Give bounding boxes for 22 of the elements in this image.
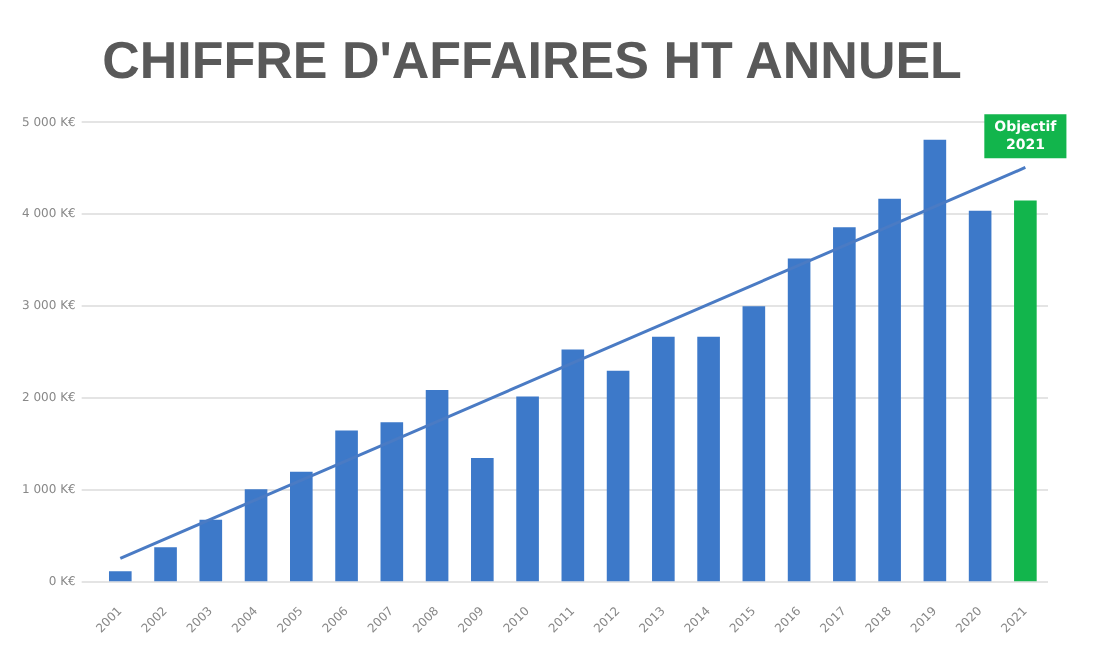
bar bbox=[380, 422, 404, 582]
bar bbox=[471, 458, 494, 582]
bar bbox=[516, 396, 539, 582]
bar bbox=[335, 430, 358, 582]
bar bbox=[108, 571, 132, 582]
bar bbox=[425, 390, 449, 582]
bar bbox=[697, 336, 720, 582]
bar bbox=[833, 227, 856, 582]
bar bbox=[199, 519, 223, 582]
chart-title: CHIFFRE D'AFFAIRES HT ANNUEL bbox=[102, 29, 963, 90]
bar bbox=[1014, 200, 1037, 582]
bar bbox=[968, 210, 992, 582]
bar bbox=[923, 139, 947, 582]
bar bbox=[652, 336, 675, 582]
bar bbox=[742, 306, 766, 582]
bar bbox=[878, 198, 901, 582]
bar bbox=[561, 349, 585, 582]
bar bbox=[244, 489, 268, 582]
bar bbox=[290, 471, 313, 582]
bar bbox=[154, 547, 177, 582]
bar bbox=[787, 258, 811, 582]
bar bbox=[606, 370, 630, 582]
